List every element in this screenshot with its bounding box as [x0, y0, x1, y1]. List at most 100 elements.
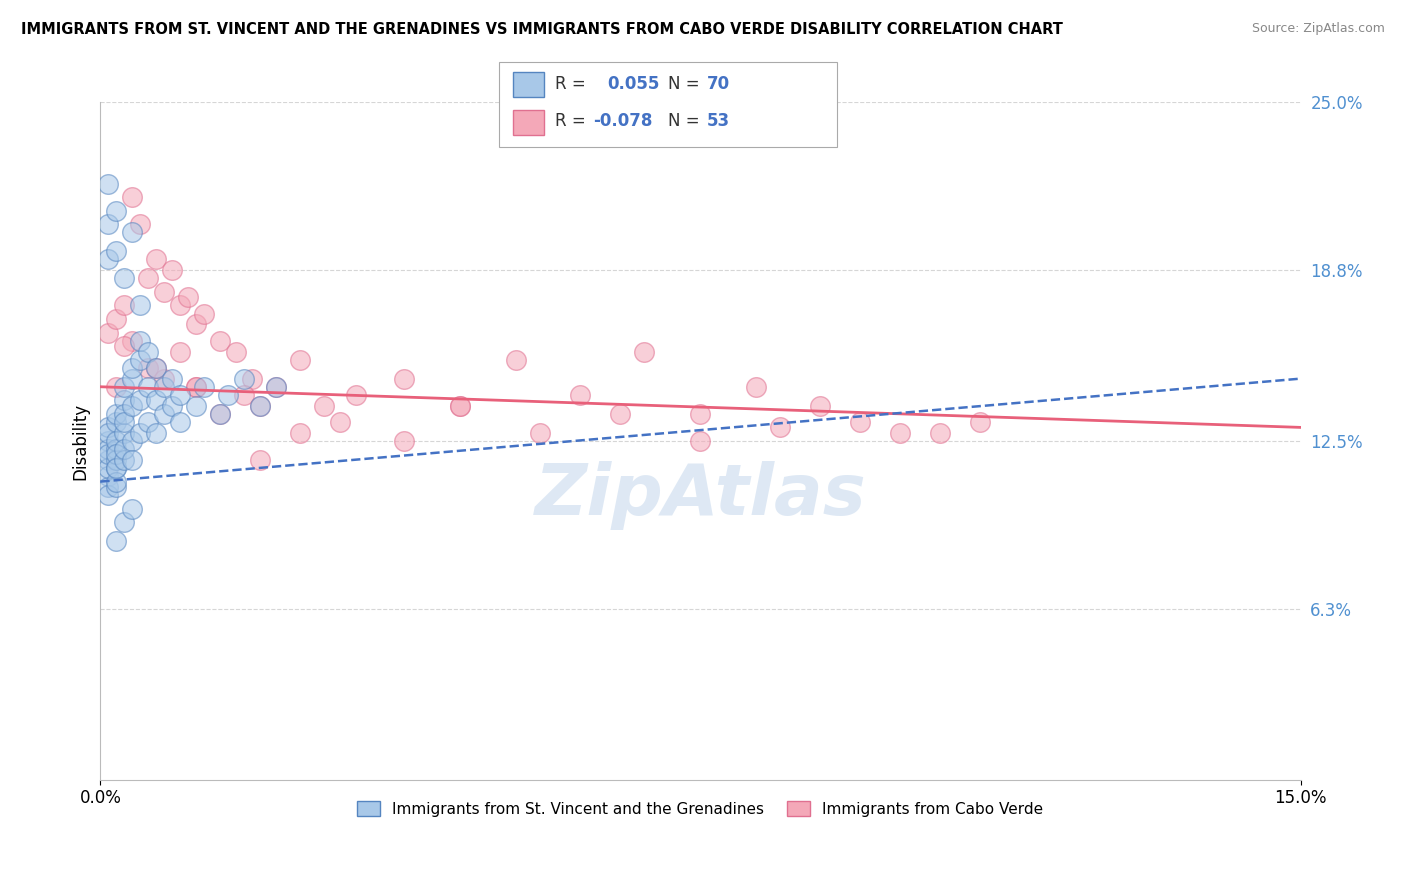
Point: [689, 434, 711, 448]
Point: [209, 407, 232, 421]
Point: [138, 380, 160, 394]
Point: [129, 298, 152, 312]
Text: ZipAtlas: ZipAtlas: [534, 460, 866, 530]
Point: [186, 380, 208, 394]
Point: [112, 298, 135, 312]
Point: [105, 534, 128, 549]
Point: [177, 290, 200, 304]
Point: [112, 425, 135, 440]
Point: [97, 480, 120, 494]
Point: [121, 453, 143, 467]
Point: [138, 415, 160, 429]
Text: Source: ZipAtlas.com: Source: ZipAtlas.com: [1251, 22, 1385, 36]
Point: [449, 399, 471, 413]
Point: [112, 415, 135, 429]
Point: [153, 285, 176, 299]
Text: IMMIGRANTS FROM ST. VINCENT AND THE GRENADINES VS IMMIGRANTS FROM CABO VERDE DIS: IMMIGRANTS FROM ST. VINCENT AND THE GREN…: [21, 22, 1063, 37]
Text: R =: R =: [555, 112, 586, 130]
Point: [112, 453, 135, 467]
Point: [105, 448, 128, 462]
Text: 70: 70: [707, 75, 730, 93]
Point: [169, 415, 191, 429]
Point: [290, 425, 312, 440]
Point: [138, 344, 160, 359]
Point: [112, 393, 135, 408]
Y-axis label: Disability: Disability: [72, 402, 89, 480]
Point: [169, 344, 191, 359]
Point: [121, 501, 143, 516]
Point: [105, 415, 128, 429]
Point: [810, 399, 832, 413]
Legend: Immigrants from St. Vincent and the Grenadines, Immigrants from Cabo Verde: Immigrants from St. Vincent and the Gren…: [352, 795, 1050, 822]
Point: [290, 352, 312, 367]
Point: [105, 312, 128, 326]
Point: [193, 380, 215, 394]
Point: [105, 461, 128, 475]
Point: [105, 203, 128, 218]
Point: [394, 371, 416, 385]
Point: [162, 399, 184, 413]
Point: [145, 360, 167, 375]
Point: [138, 271, 160, 285]
Point: [193, 307, 215, 321]
Point: [233, 371, 256, 385]
Point: [97, 425, 120, 440]
Point: [97, 326, 120, 340]
Point: [105, 475, 128, 489]
Point: [153, 380, 176, 394]
Point: [97, 442, 120, 456]
Point: [505, 352, 527, 367]
Point: [105, 434, 128, 448]
Point: [97, 434, 120, 448]
Point: [186, 380, 208, 394]
Point: [121, 399, 143, 413]
Point: [609, 407, 631, 421]
Point: [121, 225, 143, 239]
Point: [344, 388, 367, 402]
Point: [112, 515, 135, 529]
Point: [186, 318, 208, 332]
Point: [689, 407, 711, 421]
Point: [225, 344, 247, 359]
Point: [112, 442, 135, 456]
Text: N =: N =: [668, 75, 699, 93]
Point: [97, 469, 120, 483]
Point: [209, 407, 232, 421]
Point: [105, 442, 128, 456]
Text: 0.055: 0.055: [607, 75, 659, 93]
Point: [145, 252, 167, 267]
Point: [266, 380, 288, 394]
Point: [105, 244, 128, 259]
Point: [145, 393, 167, 408]
Point: [162, 263, 184, 277]
Point: [121, 334, 143, 348]
Point: [105, 480, 128, 494]
Point: [849, 415, 872, 429]
Point: [105, 407, 128, 421]
Point: [969, 415, 991, 429]
Point: [97, 217, 120, 231]
Point: [169, 298, 191, 312]
Point: [266, 380, 288, 394]
Point: [217, 388, 239, 402]
Point: [240, 371, 263, 385]
Point: [249, 453, 271, 467]
Point: [129, 393, 152, 408]
Point: [889, 425, 911, 440]
Point: [569, 388, 592, 402]
Text: 53: 53: [707, 112, 730, 130]
Point: [129, 352, 152, 367]
Text: -0.078: -0.078: [593, 112, 652, 130]
Point: [121, 360, 143, 375]
Point: [394, 434, 416, 448]
Point: [121, 371, 143, 385]
Point: [209, 334, 232, 348]
Point: [105, 461, 128, 475]
Point: [97, 453, 120, 467]
Point: [769, 420, 792, 434]
Point: [153, 371, 176, 385]
Point: [529, 425, 551, 440]
Point: [97, 252, 120, 267]
Point: [145, 425, 167, 440]
Point: [112, 271, 135, 285]
